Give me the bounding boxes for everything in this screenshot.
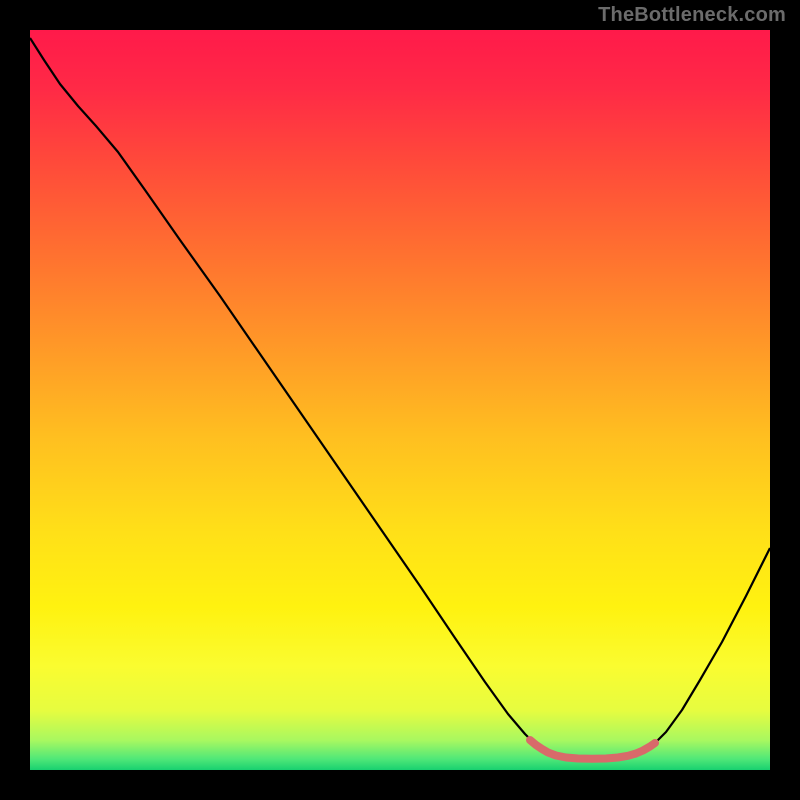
chart-container: TheBottleneck.com [0,0,800,800]
gradient-background [30,30,770,770]
chart-svg [30,30,770,770]
watermark-text: TheBottleneck.com [598,4,786,27]
plot-area [30,30,770,770]
